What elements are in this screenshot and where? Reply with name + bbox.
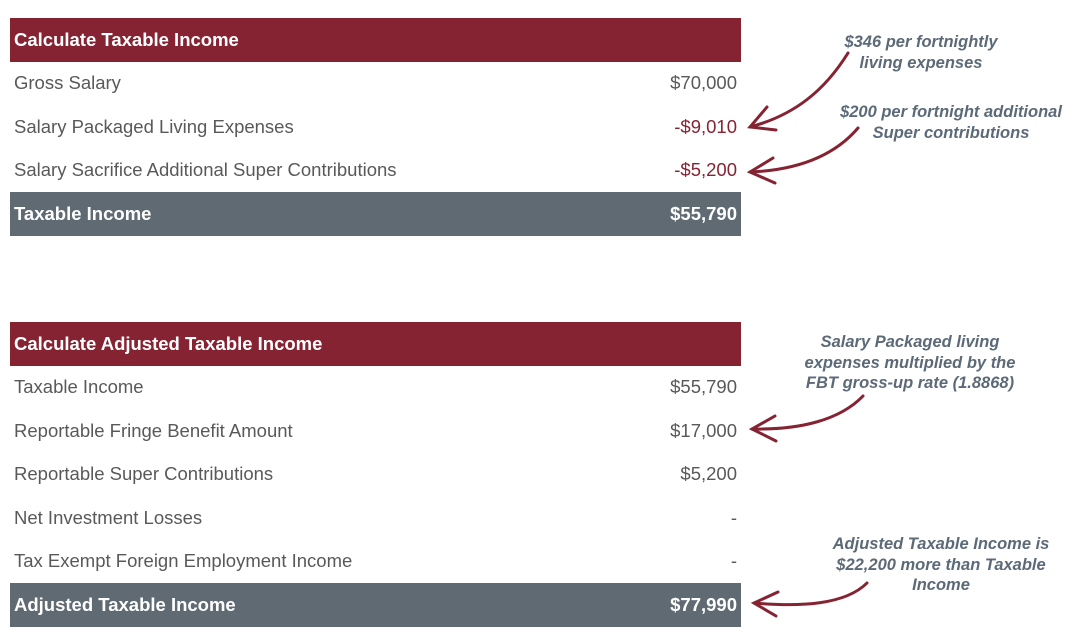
row-label: Taxable Income: [14, 376, 144, 398]
table-title: Calculate Adjusted Taxable Income: [14, 332, 323, 354]
row-label: Tax Exempt Foreign Employment Income: [14, 550, 353, 572]
adjusted-taxable-income-table: Calculate Adjusted Taxable Income Taxabl…: [10, 322, 741, 627]
row-value: -$5,200: [674, 159, 737, 181]
taxable-income-table: Calculate Taxable Income Gross Salary $70…: [10, 18, 741, 236]
row-value: $5,200: [680, 463, 737, 485]
total-row: Adjusted Taxable Income $77,990: [10, 583, 741, 627]
total-label: Adjusted Taxable Income: [14, 593, 236, 615]
total-row: Taxable Income $55,790: [10, 192, 741, 236]
table-row: Taxable Income $55,790: [10, 366, 741, 410]
row-label: Salary Packaged Living Expenses: [14, 115, 294, 137]
table-row: Reportable Super Contributions $5,200: [10, 453, 741, 497]
row-label: Reportable Super Contributions: [14, 463, 274, 485]
table-row: Gross Salary $70,000: [10, 62, 741, 106]
table-row: Reportable Fringe Benefit Amount $17,000: [10, 409, 741, 453]
total-value: $55,790: [670, 202, 737, 224]
row-value: -: [730, 506, 737, 528]
arrow-icon: [750, 581, 869, 618]
note-super-contributions: $200 per fortnight additional Super cont…: [840, 103, 1062, 142]
note-living-expenses: $346 per fortnightly living expenses: [844, 33, 998, 72]
row-value: $55,790: [670, 376, 737, 398]
note-fbt-gross-up: Salary Packaged living expenses multipli…: [804, 333, 1016, 392]
row-label: Net Investment Losses: [14, 506, 203, 528]
arrow-icon: [748, 394, 865, 443]
total-value: $77,990: [670, 593, 737, 615]
table-header: Calculate Taxable Income: [10, 18, 741, 62]
row-value: $70,000: [670, 72, 737, 94]
arrow-icon: [746, 126, 860, 185]
note-adjusted-difference: Adjusted Taxable Income is $22,200 more …: [832, 535, 1050, 594]
row-label: Gross Salary: [14, 72, 121, 94]
row-value: -: [730, 550, 737, 572]
arrow-icon: [747, 51, 850, 132]
total-label: Taxable Income: [14, 202, 152, 224]
table-header: Calculate Adjusted Taxable Income: [10, 322, 741, 366]
row-label: Salary Sacrifice Additional Super Contri…: [14, 159, 397, 181]
row-value: $17,000: [670, 419, 737, 441]
table-row: Salary Sacrifice Additional Super Contri…: [10, 149, 741, 193]
row-label: Reportable Fringe Benefit Amount: [14, 419, 293, 441]
table-row: Tax Exempt Foreign Employment Income -: [10, 540, 741, 584]
table-row: Net Investment Losses -: [10, 496, 741, 540]
row-value: -$9,010: [674, 115, 737, 137]
table-title: Calculate Taxable Income: [14, 28, 239, 50]
table-row: Salary Packaged Living Expenses -$9,010: [10, 105, 741, 149]
